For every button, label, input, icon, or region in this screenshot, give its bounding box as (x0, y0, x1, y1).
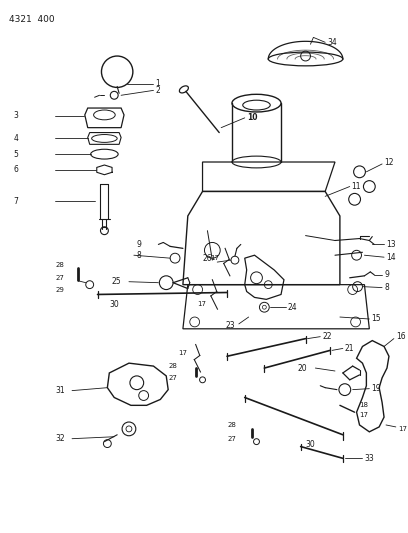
Text: 9: 9 (137, 240, 142, 249)
Text: 24: 24 (288, 303, 297, 312)
Text: 30: 30 (109, 300, 119, 309)
Text: 13: 13 (386, 240, 396, 249)
Text: 19: 19 (371, 384, 381, 393)
Text: 10: 10 (247, 114, 257, 123)
Text: 15: 15 (371, 314, 381, 324)
Text: 8: 8 (137, 251, 142, 260)
Text: 17: 17 (359, 412, 368, 418)
Text: 33: 33 (364, 454, 374, 463)
Text: 5: 5 (13, 150, 18, 159)
Text: 17: 17 (211, 255, 220, 261)
Text: 11: 11 (352, 182, 361, 191)
Text: 8: 8 (384, 283, 389, 292)
Text: 28: 28 (227, 422, 236, 428)
Text: 23: 23 (225, 321, 235, 330)
Text: 28: 28 (55, 262, 64, 268)
Text: 16: 16 (396, 332, 406, 341)
Text: 7: 7 (13, 197, 18, 206)
Text: 17: 17 (197, 301, 206, 308)
Text: 30: 30 (306, 440, 315, 449)
Text: 32: 32 (55, 434, 65, 443)
Text: 17: 17 (178, 350, 187, 357)
Text: 31: 31 (55, 386, 65, 395)
Text: 9: 9 (384, 270, 389, 279)
Text: 26: 26 (202, 254, 212, 263)
Text: 12: 12 (384, 158, 394, 166)
Text: 20: 20 (298, 364, 307, 373)
Text: 6: 6 (13, 165, 18, 174)
Text: 4321  400: 4321 400 (9, 15, 55, 24)
Text: 27: 27 (168, 375, 177, 381)
Text: 29: 29 (55, 287, 64, 293)
Text: 27: 27 (55, 275, 64, 281)
Text: 4: 4 (13, 134, 18, 143)
Text: 21: 21 (345, 344, 354, 353)
Text: 25: 25 (111, 277, 121, 286)
Text: 3: 3 (13, 111, 18, 120)
Text: 14: 14 (386, 253, 396, 262)
Text: 28: 28 (168, 363, 177, 369)
Text: 1: 1 (155, 79, 160, 88)
Text: 18: 18 (359, 402, 368, 408)
Text: 17: 17 (398, 426, 407, 432)
Text: 27: 27 (227, 435, 236, 442)
Text: 2: 2 (155, 86, 160, 95)
Text: 22: 22 (322, 332, 332, 341)
Text: 34: 34 (327, 38, 337, 47)
